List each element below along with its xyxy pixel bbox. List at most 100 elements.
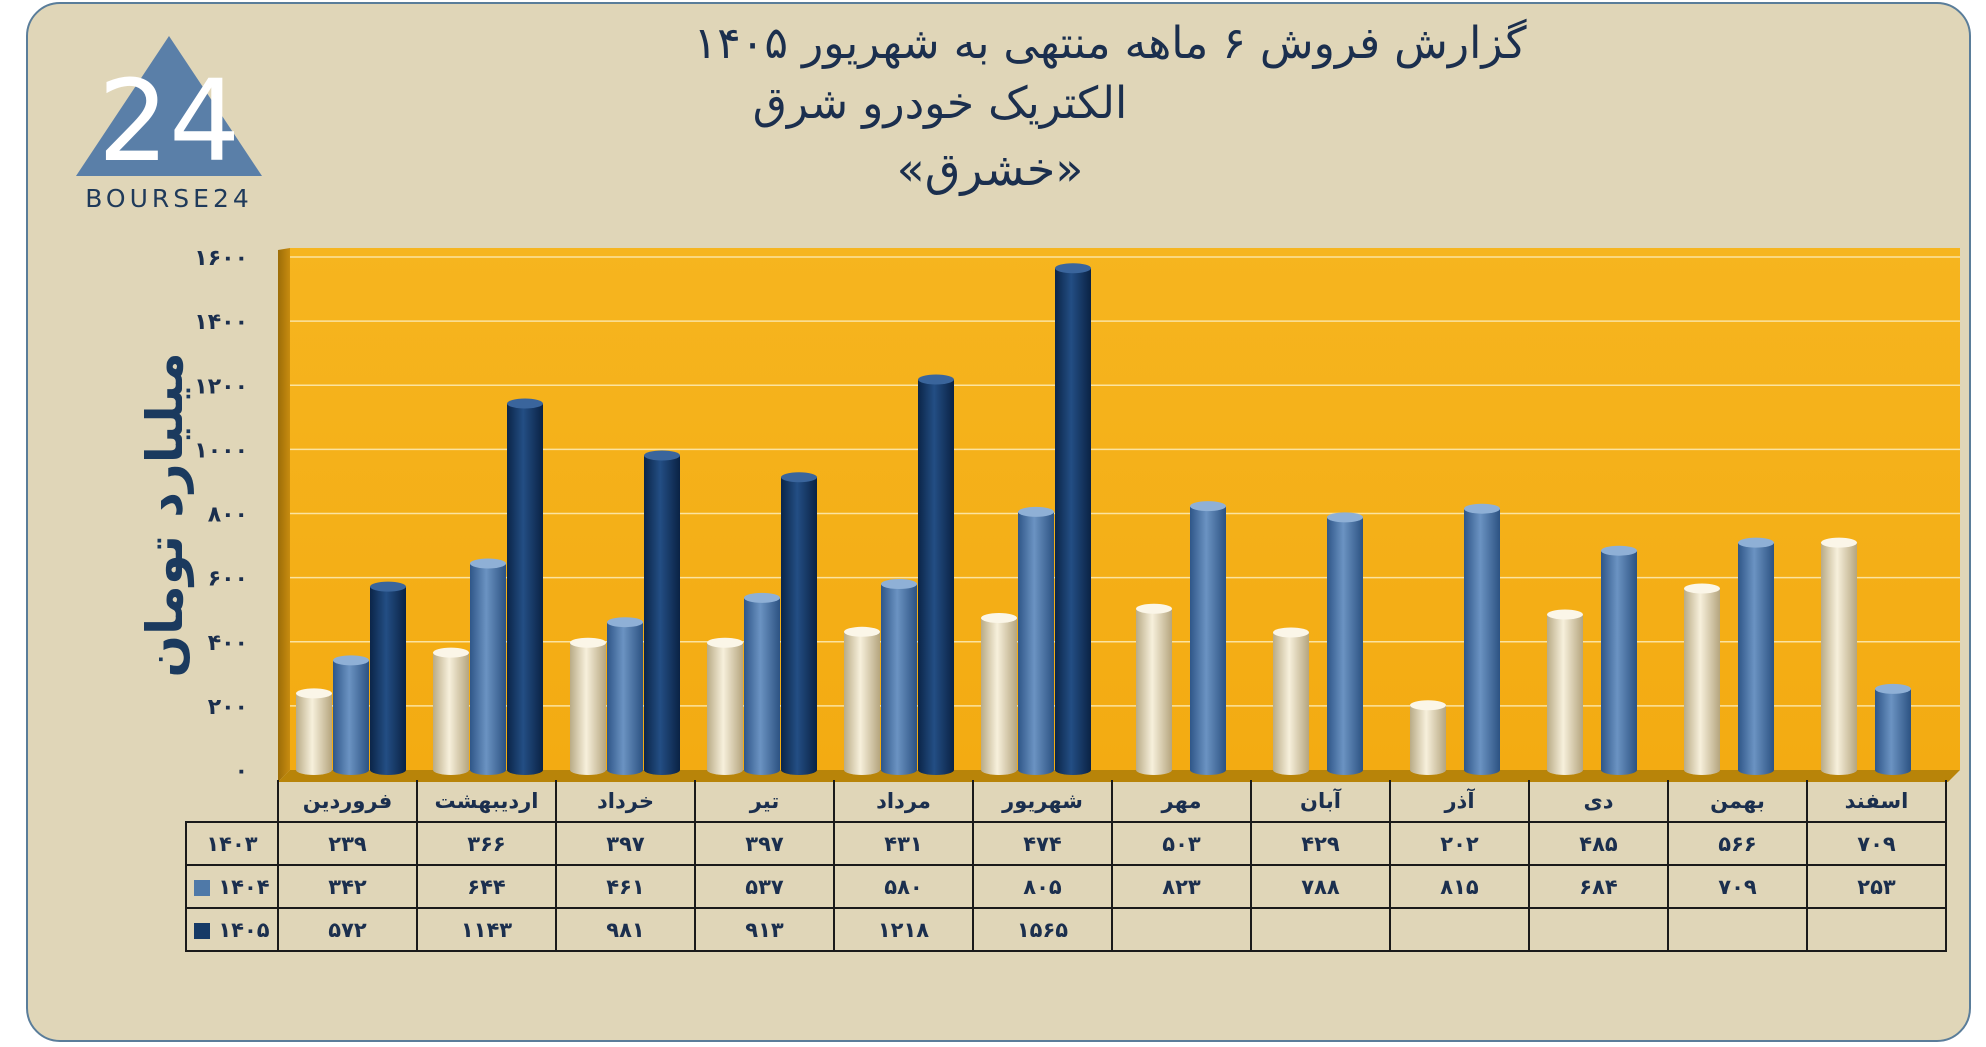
- table-cell: ۳۴۲: [277, 864, 418, 909]
- bar-body: [1136, 608, 1172, 770]
- bar-top: [470, 558, 506, 569]
- bar-top: [881, 579, 917, 590]
- bar-body: [1738, 542, 1774, 770]
- table-cell: ۲۳۹: [277, 821, 418, 866]
- table-cell: ۵۶۶: [1667, 821, 1808, 866]
- table-month-header: مرداد: [833, 780, 974, 823]
- bar-base: [1410, 765, 1446, 775]
- bar: [1136, 603, 1172, 775]
- table-cell: ۴۸۵: [1528, 821, 1669, 866]
- table-month-header: تیر: [694, 780, 835, 823]
- legend-swatch: [194, 922, 211, 939]
- bar: [1821, 537, 1857, 775]
- bar-base: [1327, 765, 1363, 775]
- table-cell: ۲۵۳: [1806, 864, 1947, 909]
- bar-top: [1821, 537, 1857, 548]
- bar-body: [370, 586, 406, 770]
- bar: [607, 617, 643, 775]
- table-month-header: فروردین: [277, 780, 418, 823]
- bar-body: [844, 631, 880, 770]
- table-cell: ۱۲۱۸: [833, 907, 974, 952]
- table-month-header: دی: [1528, 780, 1669, 823]
- bar-base: [1190, 765, 1226, 775]
- bar-base: [644, 765, 680, 775]
- table-cell: [1250, 907, 1391, 952]
- bar-body: [570, 642, 606, 770]
- bar-body: [296, 693, 332, 770]
- series-name: ۱۴۰۴: [218, 874, 270, 899]
- bar-top: [1684, 583, 1720, 594]
- bar-base: [1875, 765, 1911, 775]
- bar-top: [1410, 700, 1446, 711]
- table-row-1405: ۱۴۰۵ ۵۷۲ ۱۱۴۳ ۹۸۱ ۹۱۳ ۱۲۱۸ ۱۵۶۵: [185, 907, 1947, 952]
- bar-base: [1684, 765, 1720, 775]
- table-cell: ۹۸۱: [555, 907, 696, 952]
- bar: [1410, 700, 1446, 775]
- table-cell: ۸۲۳: [1111, 864, 1252, 909]
- bar: [1464, 503, 1500, 775]
- bar-base: [296, 765, 332, 775]
- bar: [1547, 609, 1583, 775]
- series-name: ۱۴۰۳: [206, 831, 258, 856]
- series-name: ۱۴۰۵: [218, 917, 270, 942]
- table-row-1404: ۱۴۰۴ ۳۴۲ ۶۴۴ ۴۶۱ ۵۳۷ ۵۸۰ ۸۰۵ ۸۲۳ ۷۸۸ ۸۱۵ ۶۸۴ ۷۰۹ ۲۵۳: [185, 864, 1947, 909]
- bar-body: [507, 403, 543, 770]
- bar-base: [470, 765, 506, 775]
- bar: [333, 655, 369, 775]
- bar-body: [1601, 550, 1637, 770]
- table-cell: ۶۸۴: [1528, 864, 1669, 909]
- bar-top: [607, 617, 643, 628]
- plot-area: [290, 248, 1960, 770]
- bar-base: [781, 765, 817, 775]
- table-series-label: ۱۴۰۵: [185, 907, 279, 952]
- logo-text: BOURSE24: [85, 184, 253, 213]
- y-tick-label: ۶۰۰: [208, 567, 248, 592]
- bar-top: [1136, 603, 1172, 614]
- chart-title: گزارش فروش ۶ ماهه منتهی به شهریور ۱۴۰۵: [693, 18, 1527, 69]
- bar-top: [981, 613, 1017, 624]
- bar-base: [1821, 765, 1857, 775]
- table-cell: ۷۰۹: [1806, 821, 1947, 866]
- bar: [470, 558, 506, 775]
- bar-body: [607, 622, 643, 770]
- bar: [296, 688, 332, 775]
- bar-base: [1601, 765, 1637, 775]
- bar-body: [644, 455, 680, 770]
- bar-top: [1327, 512, 1363, 523]
- bar-base: [433, 765, 469, 775]
- table-month-header: آذر: [1389, 780, 1530, 823]
- bar-body: [1018, 511, 1054, 770]
- table-month-header: شهریور: [972, 780, 1113, 823]
- bar-body: [1055, 268, 1091, 770]
- bar: [370, 581, 406, 775]
- y-tick-label: ۰: [235, 759, 248, 784]
- bar-top: [1547, 609, 1583, 620]
- bar: [781, 472, 817, 775]
- bar-base: [1055, 765, 1091, 775]
- bar-base: [370, 765, 406, 775]
- bar-body: [1273, 632, 1309, 770]
- table-cell: ۵۸۰: [833, 864, 974, 909]
- table-cell: ۲۰۲: [1389, 821, 1530, 866]
- bar-body: [333, 660, 369, 770]
- bar-body: [981, 618, 1017, 770]
- table-cell: [1667, 907, 1808, 952]
- bar-top: [1018, 506, 1054, 517]
- bar-body: [918, 379, 954, 770]
- bar-top: [1464, 503, 1500, 514]
- bar: [981, 613, 1017, 775]
- table-month-header: اردیبهشت: [416, 780, 557, 823]
- bar: [1327, 512, 1363, 775]
- bar-body: [1464, 508, 1500, 770]
- y-tick-label: ۲۰۰: [208, 695, 248, 720]
- bar-base: [707, 765, 743, 775]
- table-series-label: ۱۴۰۳: [185, 821, 279, 866]
- table-cell: ۱۱۴۳: [416, 907, 557, 952]
- bar-body: [1410, 705, 1446, 770]
- bar-base: [333, 765, 369, 775]
- bar-base: [607, 765, 643, 775]
- bar-base: [981, 765, 1017, 775]
- y-axis-label: میلیارد تومان: [136, 352, 195, 677]
- table-cell: [1528, 907, 1669, 952]
